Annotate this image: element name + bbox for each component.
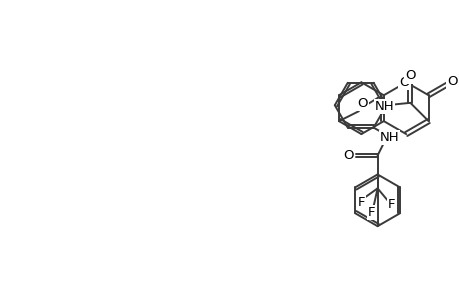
Text: F: F: [357, 196, 364, 209]
Text: O: O: [343, 149, 353, 162]
Text: O: O: [357, 97, 367, 110]
Text: NH: NH: [374, 100, 393, 113]
Text: F: F: [367, 206, 375, 219]
Text: F: F: [387, 198, 394, 211]
Text: NH: NH: [379, 131, 398, 144]
Text: O: O: [404, 70, 414, 83]
Text: O: O: [398, 76, 409, 89]
Text: O: O: [447, 75, 457, 88]
